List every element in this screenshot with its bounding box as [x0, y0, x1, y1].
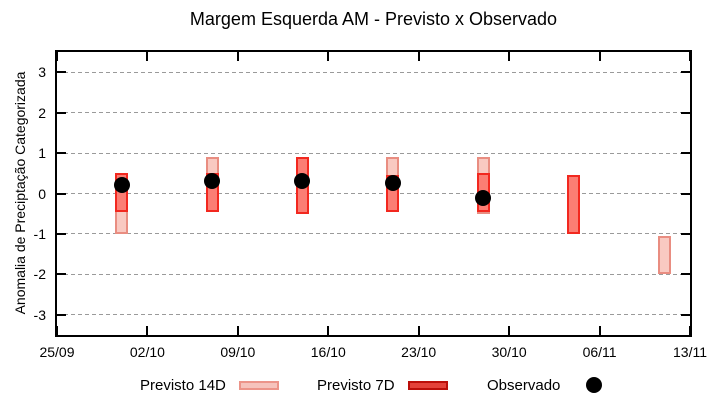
observado-dot-07/10	[204, 173, 221, 190]
legend-label-p7: Previsto 7D	[317, 376, 395, 394]
x-tick-mark	[56, 326, 58, 335]
y-tick-mark	[681, 111, 690, 114]
x-tick-mark	[689, 326, 691, 335]
y-tick-mark	[681, 313, 690, 316]
y-tick-label: -1	[33, 225, 46, 242]
y-tick-label: 2	[38, 104, 46, 121]
x-tick-label: 02/10	[129, 344, 165, 360]
x-tick-mark	[598, 52, 601, 61]
x-tick-label: 16/10	[310, 344, 346, 360]
y-tick-label: -3	[33, 306, 46, 323]
x-tick-mark	[598, 326, 601, 335]
y-tick-mark	[681, 152, 690, 155]
gridline-y-0	[57, 193, 690, 194]
legend-item-p7: Previsto 7D	[317, 374, 448, 396]
x-tick-mark	[417, 52, 420, 61]
y-tick-mark	[57, 192, 66, 195]
chart-title: Margem Esquerda AM - Previsto x Observad…	[189, 9, 558, 29]
y-tick-label: 0	[38, 185, 46, 202]
x-tick-label: 25/09	[39, 344, 75, 360]
y-tick-mark	[57, 152, 66, 155]
y-tick-label: -2	[33, 266, 46, 283]
x-tick-mark	[689, 52, 691, 61]
x-tick-label: 06/11	[582, 344, 617, 360]
gridline-y-1	[57, 152, 690, 154]
x-tick-label: 30/10	[491, 344, 527, 360]
x-tick-mark	[508, 326, 511, 335]
x-tick-mark	[146, 52, 149, 61]
observado-dot-14/10	[294, 173, 311, 190]
legend-item-obs: Observado	[487, 374, 603, 396]
y-tick-mark	[681, 273, 690, 276]
legend-swatch-obs-circle-icon	[586, 377, 603, 393]
y-tick-mark	[57, 111, 66, 114]
x-tick-mark	[327, 52, 330, 61]
observado-dot-28/10	[475, 189, 492, 206]
legend-swatch-p14-box-icon	[238, 380, 279, 390]
y-tick-mark	[57, 313, 66, 316]
observado-dot-21/10	[384, 175, 401, 192]
y-tick-mark	[57, 232, 66, 235]
previsto-7d-bar-04/11	[567, 175, 581, 234]
legend-label-obs: Observado	[487, 376, 561, 394]
y-tick-mark	[57, 273, 66, 276]
x-tick-mark	[508, 52, 511, 61]
gridline-y-3	[57, 71, 690, 73]
plot-area	[55, 50, 692, 337]
previsto-14d-bar-11/11	[657, 235, 671, 275]
x-tick-label: 09/10	[220, 344, 256, 360]
gridline-y--2	[57, 273, 690, 275]
observado-dot-30/09	[113, 177, 130, 194]
y-tick-label: 1	[38, 145, 46, 162]
x-tick-mark	[236, 326, 239, 335]
x-tick-label: 13/11	[673, 344, 707, 360]
y-tick-mark	[681, 192, 690, 195]
legend-label-p14: Previsto 14D	[140, 376, 226, 394]
x-tick-mark	[417, 326, 420, 335]
legend-swatch-p7-box-icon	[407, 380, 448, 390]
y-tick-mark	[681, 232, 690, 235]
x-tick-mark	[327, 326, 330, 335]
gridline-y--1	[57, 233, 690, 235]
x-tick-mark	[236, 52, 239, 61]
x-tick-label: 23/10	[401, 344, 437, 360]
y-tick-mark	[681, 71, 690, 74]
x-tick-mark	[56, 52, 58, 61]
legend-item-p14: Previsto 14D	[140, 374, 279, 396]
y-tick-mark	[57, 71, 66, 74]
gridline-y--3	[57, 314, 690, 316]
y-tick-label: 3	[38, 64, 46, 81]
gridline-y-2	[57, 112, 690, 114]
x-tick-mark	[146, 326, 149, 335]
